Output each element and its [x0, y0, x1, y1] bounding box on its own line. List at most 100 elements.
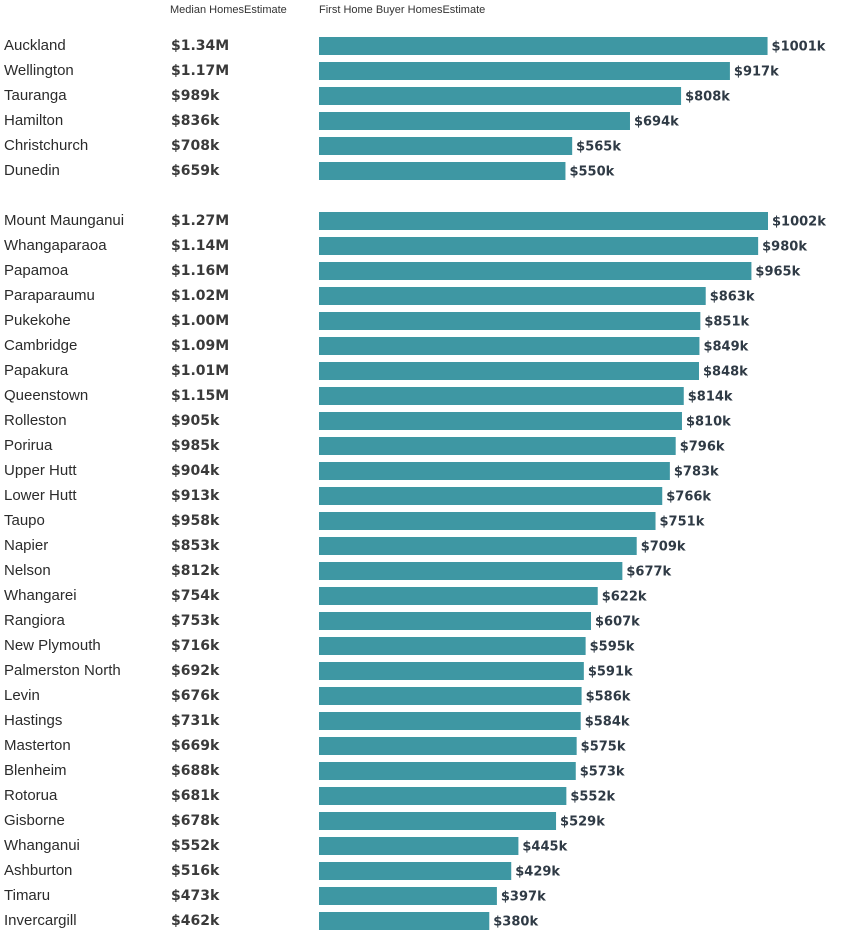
- bar: [319, 262, 752, 280]
- category-label: Wellington: [4, 62, 74, 79]
- bar: [319, 112, 630, 130]
- bar-value-label: $529k: [560, 815, 605, 830]
- category-label: Napier: [4, 537, 48, 554]
- median-value-label: $731k: [171, 713, 220, 729]
- bar: [319, 812, 557, 830]
- bar-value-label: $766k: [666, 490, 711, 505]
- category-label: Mount Maunganui: [4, 212, 124, 229]
- bar: [319, 312, 701, 330]
- bar: [319, 162, 566, 180]
- category-label: Dunedin: [4, 162, 60, 179]
- bar-value-label: $917k: [734, 65, 779, 80]
- bar: [319, 287, 706, 305]
- median-value-label: $462k: [171, 913, 220, 929]
- bar-value-label: $814k: [688, 390, 733, 405]
- bar: [319, 862, 512, 880]
- bar-value-label: $622k: [602, 590, 647, 605]
- bar: [319, 637, 586, 655]
- category-label: Auckland: [4, 37, 66, 54]
- median-value-label: $985k: [171, 438, 220, 454]
- bar: [319, 437, 676, 455]
- category-label: Timaru: [4, 887, 50, 904]
- bar-value-label: $565k: [576, 140, 621, 155]
- median-value-label: $681k: [171, 788, 220, 804]
- category-label: Palmerston North: [4, 662, 121, 679]
- bar: [319, 62, 730, 80]
- median-value-label: $904k: [171, 463, 220, 479]
- category-label: Lower Hutt: [4, 487, 77, 504]
- median-value-label: $853k: [171, 538, 220, 554]
- bar-value-label: $573k: [580, 765, 625, 780]
- category-label: Taupo: [4, 512, 45, 529]
- median-value-label: $905k: [171, 413, 220, 429]
- bar: [319, 387, 684, 405]
- category-label: Papamoa: [4, 262, 69, 279]
- median-value-label: $678k: [171, 813, 220, 829]
- bar-value-label: $851k: [704, 315, 749, 330]
- category-label: Tauranga: [4, 87, 67, 104]
- category-label: Blenheim: [4, 762, 67, 779]
- bar: [319, 37, 768, 55]
- median-value-label: $1.00M: [171, 313, 229, 329]
- median-value-label: $1.27M: [171, 213, 229, 229]
- category-label: Rangiora: [4, 612, 66, 629]
- median-value-label: $812k: [171, 563, 220, 579]
- median-value-label: $1.34M: [171, 38, 229, 54]
- bar-value-label: $677k: [626, 565, 671, 580]
- median-value-label: $1.16M: [171, 263, 229, 279]
- bar: [319, 337, 700, 355]
- bar-value-label: $1002k: [772, 215, 826, 230]
- bar: [319, 687, 582, 705]
- median-value-label: $688k: [171, 763, 220, 779]
- bar-value-label: $552k: [570, 790, 615, 805]
- median-value-label: $692k: [171, 663, 220, 679]
- category-label: Masterton: [4, 737, 71, 754]
- category-label: Pukekohe: [4, 312, 71, 329]
- bar: [319, 612, 591, 630]
- category-label: New Plymouth: [4, 637, 101, 654]
- median-value-label: $1.09M: [171, 338, 229, 354]
- bar-value-label: $445k: [522, 840, 567, 855]
- median-value-label: $1.17M: [171, 63, 229, 79]
- bar: [319, 662, 584, 680]
- bar-value-label: $810k: [686, 415, 731, 430]
- category-label: Whangaparaoa: [4, 237, 107, 254]
- category-label: Porirua: [4, 437, 53, 454]
- category-label: Whangarei: [4, 587, 77, 604]
- bar-value-label: $429k: [515, 865, 560, 880]
- bar-value-label: $709k: [641, 540, 686, 555]
- bar-value-label: $591k: [588, 665, 633, 680]
- median-value-label: $659k: [171, 163, 220, 179]
- bar-value-label: $796k: [680, 440, 725, 455]
- median-value-label: $708k: [171, 138, 220, 154]
- bar: [319, 462, 670, 480]
- median-value-label: $1.14M: [171, 238, 229, 254]
- category-label: Upper Hutt: [4, 462, 77, 479]
- bar: [319, 887, 497, 905]
- bar: [319, 837, 519, 855]
- category-label: Cambridge: [4, 337, 77, 354]
- category-label: Papakura: [4, 362, 69, 379]
- category-label: Paraparaumu: [4, 287, 95, 304]
- category-label: Rolleston: [4, 412, 67, 429]
- bar-value-label: $849k: [703, 340, 748, 355]
- bar: [319, 737, 577, 755]
- median-value-label: $552k: [171, 838, 220, 854]
- bar: [319, 912, 490, 930]
- bar-value-label: $586k: [586, 690, 631, 705]
- category-label: Whanganui: [4, 837, 80, 854]
- bar-value-label: $550k: [569, 165, 614, 180]
- bar-value-label: $595k: [590, 640, 635, 655]
- category-label: Levin: [4, 687, 40, 704]
- median-value-label: $716k: [171, 638, 220, 654]
- bar: [319, 412, 682, 430]
- category-label: Rotorua: [4, 787, 58, 804]
- bar: [319, 487, 663, 505]
- bar: [319, 562, 623, 580]
- median-value-label: $473k: [171, 888, 220, 904]
- bar-value-label: $751k: [660, 515, 705, 530]
- bar-value-label: $980k: [762, 240, 807, 255]
- median-value-label: $836k: [171, 113, 220, 129]
- median-value-label: $958k: [171, 513, 220, 529]
